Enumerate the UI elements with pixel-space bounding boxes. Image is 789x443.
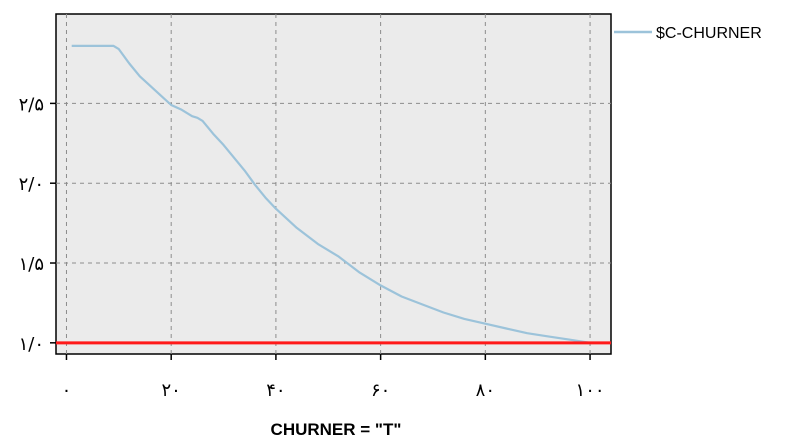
x-tick-label-1: ۲۰ — [162, 380, 181, 401]
y-axis: ۱/۰ ۱/۵ ۲/۰ ۲/۵ — [19, 94, 56, 355]
x-tick-label-5: ۱۰۰ — [576, 380, 605, 401]
x-tick-label-4: ۸۰ — [476, 380, 495, 401]
series-line-0 — [71, 44, 591, 344]
x-tick-label-3: ۶۰ — [371, 380, 390, 401]
legend-label-c-churner: $C-CHURNER — [656, 25, 762, 42]
x-tick-label-2: ۴۰ — [266, 380, 285, 401]
y-tick-label-0: ۱/۰ — [19, 334, 44, 355]
plot-area — [55, 13, 612, 355]
grid-lines — [56, 14, 611, 354]
x-axis-title: CHURNER = "T" — [271, 420, 402, 439]
series-layer — [56, 44, 611, 345]
legend: $C-CHURNER — [614, 25, 762, 42]
x-axis: ۰ ۲۰ ۴۰ ۶۰ ۸۰ ۱۰۰ — [62, 354, 605, 401]
y-tick-label-1: ۱/۵ — [19, 254, 44, 275]
x-tick-label-0: ۰ — [62, 380, 72, 401]
y-tick-label-3: ۲/۵ — [19, 94, 44, 115]
y-tick-label-2: ۲/۰ — [19, 174, 44, 195]
